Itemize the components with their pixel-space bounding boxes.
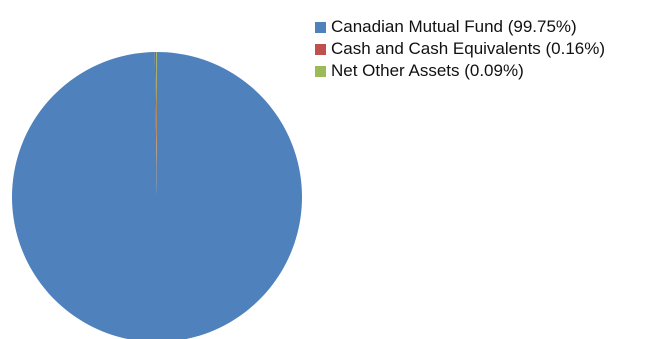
chart-legend: Canadian Mutual Fund (99.75%) Cash and C… xyxy=(315,16,605,82)
legend-item-cash-and-cash-equivalents: Cash and Cash Equivalents (0.16%) xyxy=(315,38,605,60)
legend-swatch-cash-and-cash-equivalents xyxy=(315,43,326,55)
legend-label-canadian-mutual-fund: Canadian Mutual Fund (99.75%) xyxy=(331,17,577,36)
pie-slice-canadian-mutual-fund xyxy=(12,52,302,339)
legend-label-cash-and-cash-equivalents: Cash and Cash Equivalents (0.16%) xyxy=(331,39,606,58)
legend-swatch-canadian-mutual-fund xyxy=(315,21,326,33)
pie-slice-net-other-assets xyxy=(156,52,157,197)
legend-swatch-net-other-assets xyxy=(315,65,326,77)
legend-item-net-other-assets: Net Other Assets (0.09%) xyxy=(315,60,605,82)
legend-item-canadian-mutual-fund: Canadian Mutual Fund (99.75%) xyxy=(315,16,605,38)
pie-slice-cash-and-cash-equivalents xyxy=(154,52,157,197)
legend-label-net-other-assets: Net Other Assets (0.09%) xyxy=(331,61,524,80)
